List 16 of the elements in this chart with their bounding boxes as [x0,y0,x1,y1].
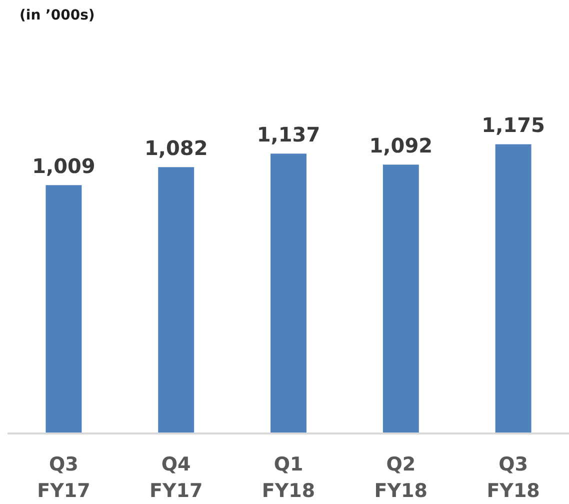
data-label: 1,175 [482,113,545,138]
chart-subtitle: (in ’000s) [20,8,95,24]
bar [495,144,532,434]
x-tick-label: Q1 FY18 [262,454,316,502]
data-label: 1,137 [256,122,320,147]
bar [158,167,194,434]
x-tick-label: Q3 FY17 [37,454,90,502]
bar [270,154,306,434]
data-label: 1,009 [32,154,96,178]
data-label: 1,092 [369,134,433,158]
bar [382,164,419,434]
x-tick-label: Q4 FY17 [150,454,203,502]
bar [46,185,82,434]
x-tick-label: Q3 FY18 [486,454,540,502]
data-label: 1,082 [144,136,208,160]
x-tick-label: Q2 FY18 [374,454,428,502]
